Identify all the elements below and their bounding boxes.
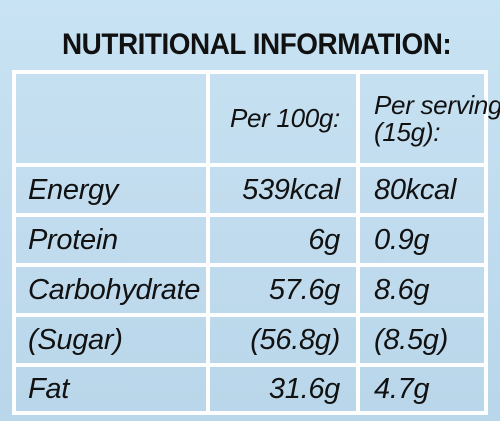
table-header-row: Per 100g: Per serving (15g): <box>16 74 500 163</box>
nutrient-per-100g: 539kcal <box>206 167 356 213</box>
nutrient-name: Carbohydrate <box>28 273 201 306</box>
nutrient-per-serving: (8.5g) <box>356 317 488 363</box>
header-blank-cell <box>16 74 206 163</box>
nutrient-per-100g: 6g <box>206 217 356 263</box>
table-row: Fat 31.6g 4.7g <box>16 363 484 411</box>
header-per-serving: Per serving (15g): <box>356 74 500 163</box>
nutrient-per-serving: 8.6g <box>356 267 488 313</box>
nutrient-name: (Sugar) <box>28 323 123 356</box>
header-per-serving-line2: (15g): <box>374 116 441 147</box>
header-per-serving-line1: Per serving <box>374 89 500 120</box>
nutrient-per-100g: 57.6g <box>206 267 356 313</box>
nutrient-per-serving: 0.9g <box>356 217 488 263</box>
nutrient-name: Protein <box>28 223 118 256</box>
table-row: (Sugar) (56.8g) (8.5g) <box>16 313 484 363</box>
nutrient-per-100g: 31.6g <box>206 367 356 411</box>
nutrition-table: Per 100g: Per serving (15g): Energy 539k… <box>12 70 500 415</box>
nutrient-per-serving: 4.7g <box>356 367 488 411</box>
header-per-100g: Per 100g: <box>206 74 356 163</box>
nutrient-per-serving: 80kcal <box>356 167 488 213</box>
nutrient-name: Energy <box>28 173 119 206</box>
table-row: Protein 6g 0.9g <box>16 213 484 263</box>
nutrition-title: NUTRITIONAL INFORMATION: <box>62 28 452 61</box>
table-row: Energy 539kcal 80kcal <box>16 163 484 213</box>
nutrient-name: Fat <box>28 372 69 405</box>
nutrient-per-100g: (56.8g) <box>206 317 356 363</box>
table-row: Carbohydrate 57.6g 8.6g <box>16 263 484 313</box>
